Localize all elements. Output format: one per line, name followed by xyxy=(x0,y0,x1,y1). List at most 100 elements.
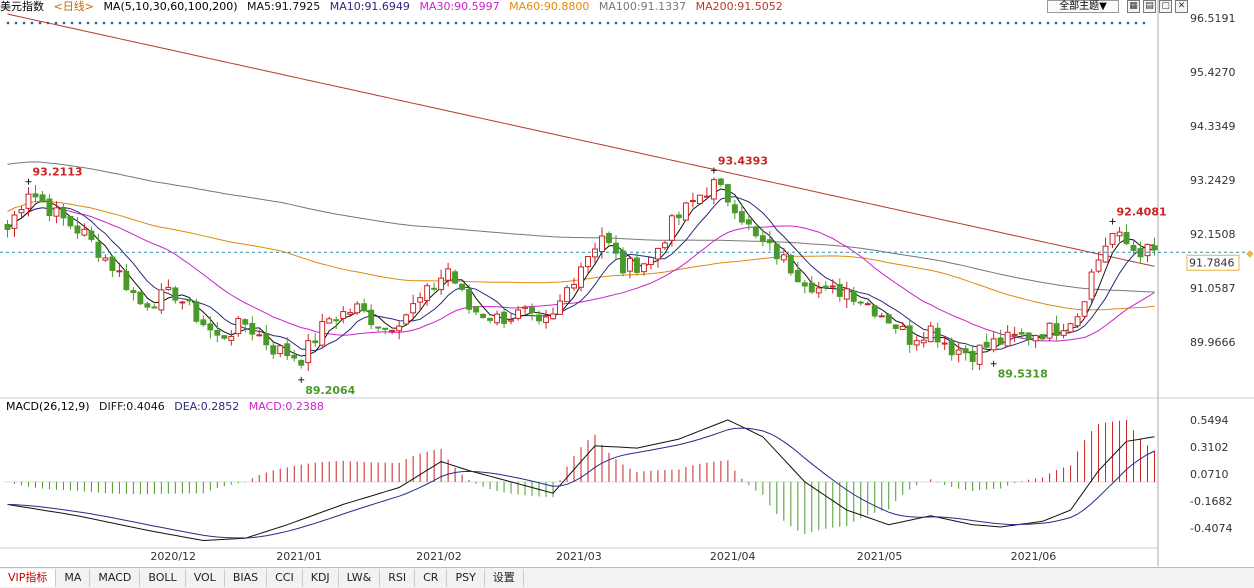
candle-body xyxy=(193,301,200,322)
candle-body xyxy=(186,299,193,302)
marker-dot xyxy=(182,21,186,25)
extreme-label: 89.5318 xyxy=(998,368,1048,381)
candle-body xyxy=(571,284,577,289)
marker-dot xyxy=(1030,21,1034,25)
candle-body xyxy=(1102,245,1109,263)
marker-dot xyxy=(278,21,282,25)
marker-dot xyxy=(518,21,522,25)
marker-dot xyxy=(70,21,74,25)
marker-dot xyxy=(230,21,234,25)
price-tick-label: 92.1508 xyxy=(1190,228,1236,241)
candle-body xyxy=(403,314,410,325)
price-arrow-icon: ◆ xyxy=(1246,248,1254,259)
candle-body xyxy=(983,341,990,348)
tab-9[interactable]: RSI xyxy=(380,569,416,587)
tab-11[interactable]: PSY xyxy=(447,569,485,587)
marker-dot xyxy=(206,21,210,25)
candle-body xyxy=(696,194,703,204)
price-chart[interactable]: 96.5191 95.4270 94.3349 93.2429 92.1508 91.05… xyxy=(0,0,1254,566)
candle-body xyxy=(836,284,843,297)
marker-dot xyxy=(446,21,450,25)
marker-dot xyxy=(846,21,850,25)
tab-0[interactable]: VIP指标 xyxy=(0,569,57,587)
candle-body xyxy=(109,256,116,271)
candle-body xyxy=(927,325,934,343)
theme-dropdown[interactable]: 全部主题▼ xyxy=(1047,0,1119,13)
candle-body xyxy=(689,200,696,203)
marker-dot xyxy=(150,21,154,25)
marker-dot xyxy=(1062,21,1066,25)
candle-body xyxy=(123,270,130,291)
marker-dot xyxy=(566,21,570,25)
grid-icon[interactable]: ▦ xyxy=(1127,0,1140,13)
tab-8[interactable]: LW& xyxy=(339,569,381,587)
period-selector[interactable]: <日线> xyxy=(53,0,94,13)
tab-5[interactable]: BIAS xyxy=(225,569,268,587)
candle-body xyxy=(794,269,801,283)
tab-10[interactable]: CR xyxy=(415,569,448,587)
candle-body xyxy=(277,345,284,355)
macd-dea-line xyxy=(7,427,1155,539)
candle-body xyxy=(95,241,102,258)
marker-dot xyxy=(1046,21,1050,25)
marker-dot xyxy=(758,21,762,25)
marker-dot xyxy=(262,21,266,25)
window-icon[interactable]: ▢ xyxy=(1159,0,1172,13)
candle-body xyxy=(67,215,74,227)
tab-4[interactable]: VOL xyxy=(186,569,225,587)
candle-body xyxy=(745,219,752,225)
candle-body xyxy=(969,350,976,362)
candle-body xyxy=(424,285,431,301)
marker-dot xyxy=(350,21,354,25)
marker-dot xyxy=(1086,21,1090,25)
close-icon[interactable]: ✕ xyxy=(1175,0,1188,13)
marker-dot xyxy=(910,21,914,25)
marker-dot xyxy=(606,21,610,25)
candle-body xyxy=(375,326,382,329)
marker-dot xyxy=(254,21,258,25)
price-tick-label: 89.9666 xyxy=(1190,336,1236,349)
marker-dot xyxy=(558,21,562,25)
marker-dot xyxy=(886,21,890,25)
marker-dot xyxy=(126,21,130,25)
candle-body xyxy=(151,306,158,309)
marker-dot xyxy=(702,21,706,25)
candle-body xyxy=(459,283,466,290)
candle-body xyxy=(920,339,927,344)
tab-6[interactable]: CCI xyxy=(267,569,303,587)
candle-body xyxy=(731,204,738,214)
tab-12[interactable]: 设置 xyxy=(485,569,524,587)
marker-dot xyxy=(686,21,690,25)
tab-1[interactable]: MA xyxy=(56,569,91,587)
marker-dot xyxy=(918,21,922,25)
indicator-header: 美元指数 <日线> MA(5,10,30,60,100,200) MA5:91.… xyxy=(0,0,1190,13)
candle-body xyxy=(913,340,920,346)
marker-dot xyxy=(934,21,938,25)
candle-body xyxy=(899,325,906,330)
date-tick-label: 2021/05 xyxy=(857,550,903,563)
macd-tick-label: 0.5494 xyxy=(1190,414,1229,427)
layout-icon[interactable]: ▤ xyxy=(1143,0,1156,13)
candle-body xyxy=(494,313,501,324)
marker-dot xyxy=(238,21,242,25)
marker-dot xyxy=(998,21,1002,25)
candle-body xyxy=(738,211,745,223)
candle-body xyxy=(613,242,619,254)
marker-dot xyxy=(630,21,634,25)
candle-body xyxy=(773,243,780,260)
candle-body xyxy=(480,313,487,318)
marker-dot xyxy=(6,21,10,25)
candle-body xyxy=(550,313,556,320)
tab-7[interactable]: KDJ xyxy=(303,569,339,587)
marker-dot xyxy=(78,21,82,25)
marker-dot xyxy=(334,21,338,25)
candle-body xyxy=(654,247,661,260)
tab-3[interactable]: BOLL xyxy=(140,569,186,587)
marker-dot xyxy=(14,21,18,25)
candle-body xyxy=(850,290,857,302)
ma60-value: MA60:90.8800 xyxy=(509,0,590,13)
marker-dot xyxy=(574,21,578,25)
marker-dot xyxy=(854,21,858,25)
candle-body xyxy=(1060,330,1067,336)
tab-2[interactable]: MACD xyxy=(90,569,141,587)
